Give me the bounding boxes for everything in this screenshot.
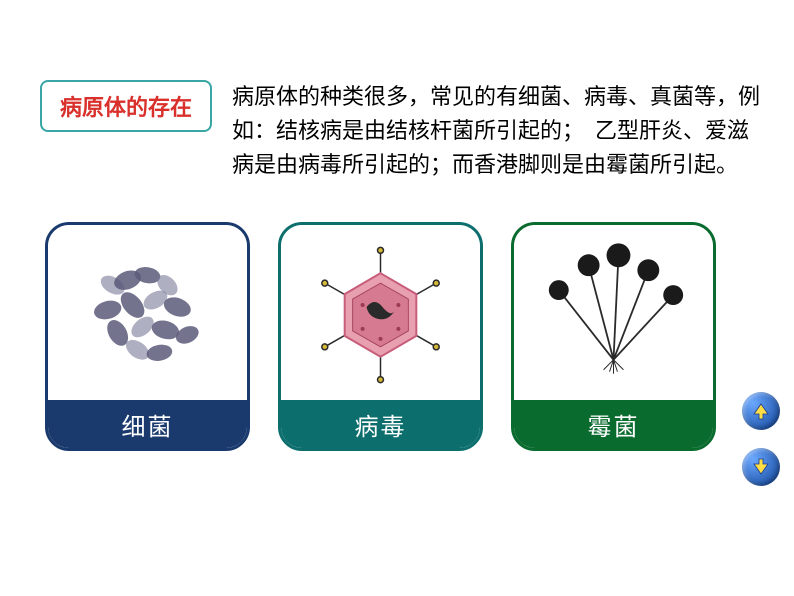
virus-illustration bbox=[281, 225, 480, 400]
card-label-bacteria: 细菌 bbox=[48, 400, 247, 448]
pathogen-cards: 细菌 bbox=[0, 182, 794, 451]
card-label-mold: 霉菌 bbox=[514, 400, 713, 448]
description-text: 病原体的种类很多，常见的有细菌、病毒、真菌等，例如：结核病是由结核杆菌所引起的；… bbox=[232, 80, 764, 182]
nav-up-button[interactable] bbox=[742, 392, 780, 430]
bacteria-illustration bbox=[48, 225, 247, 400]
nav-down-button[interactable] bbox=[742, 448, 780, 486]
card-virus: 病毒 bbox=[278, 222, 483, 451]
card-mold: 霉菌 bbox=[511, 222, 716, 451]
nav-buttons bbox=[742, 392, 780, 486]
arrow-up-icon bbox=[751, 401, 771, 421]
mold-illustration bbox=[514, 225, 713, 400]
section-title: 病原体的存在 bbox=[40, 80, 212, 132]
card-label-virus: 病毒 bbox=[281, 400, 480, 448]
arrow-down-icon bbox=[751, 457, 771, 477]
card-bacteria: 细菌 bbox=[45, 222, 250, 451]
